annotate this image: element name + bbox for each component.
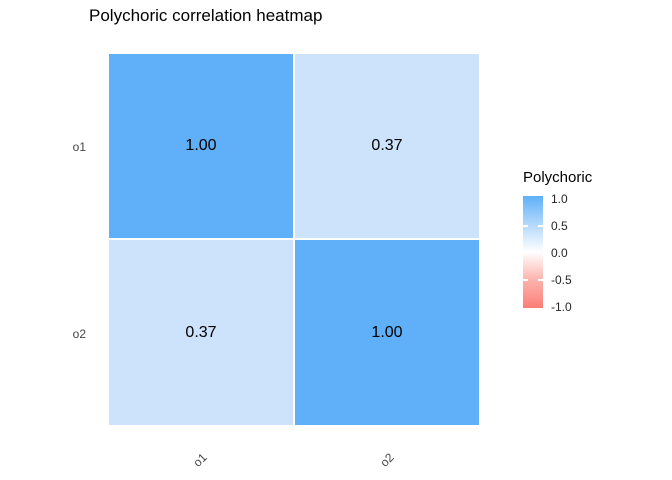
cell-value-label: 1.00	[371, 323, 403, 341]
legend-tick-label: 0.0	[551, 246, 568, 260]
chart-title: Polychoric correlation heatmap	[89, 6, 323, 25]
cell-value-label: 0.37	[185, 323, 217, 341]
heatmap-panel: 1.00 0.37 0.37 1.00	[109, 54, 479, 425]
x-axis-label-o2: o2	[377, 450, 397, 470]
cell-value-label: 0.37	[371, 137, 403, 154]
legend-tick-label: 0.5	[551, 219, 568, 233]
legend-title: Polychoric	[523, 169, 593, 186]
legend-tick-mark	[523, 279, 528, 281]
x-axis-label-o1: o1	[190, 450, 210, 470]
heatmap-cell-o2-o1: 0.37	[109, 240, 293, 425]
legend-tick-mark	[523, 225, 528, 227]
legend-tick-label: 1.0	[551, 192, 568, 206]
legend-colorbar	[523, 196, 543, 308]
y-axis-label-o1: o1	[72, 140, 86, 154]
y-axis-label-o2: o2	[72, 327, 86, 341]
cell-value-label: 1.00	[185, 137, 217, 154]
legend-tick-label: -0.5	[551, 273, 572, 287]
heatmap-cell-o1-o1: 1.00	[109, 54, 293, 238]
heatmap-cell-o1-o2: 0.37	[295, 54, 479, 238]
legend: Polychoric 1.0 0.5 0.0 -0.5 -1.0	[523, 170, 613, 330]
legend-tick-label: -1.0	[551, 300, 572, 314]
legend-tick-mark	[538, 279, 543, 281]
legend-tick-mark	[538, 225, 543, 227]
heatmap-cell-o2-o2: 1.00	[295, 240, 479, 425]
